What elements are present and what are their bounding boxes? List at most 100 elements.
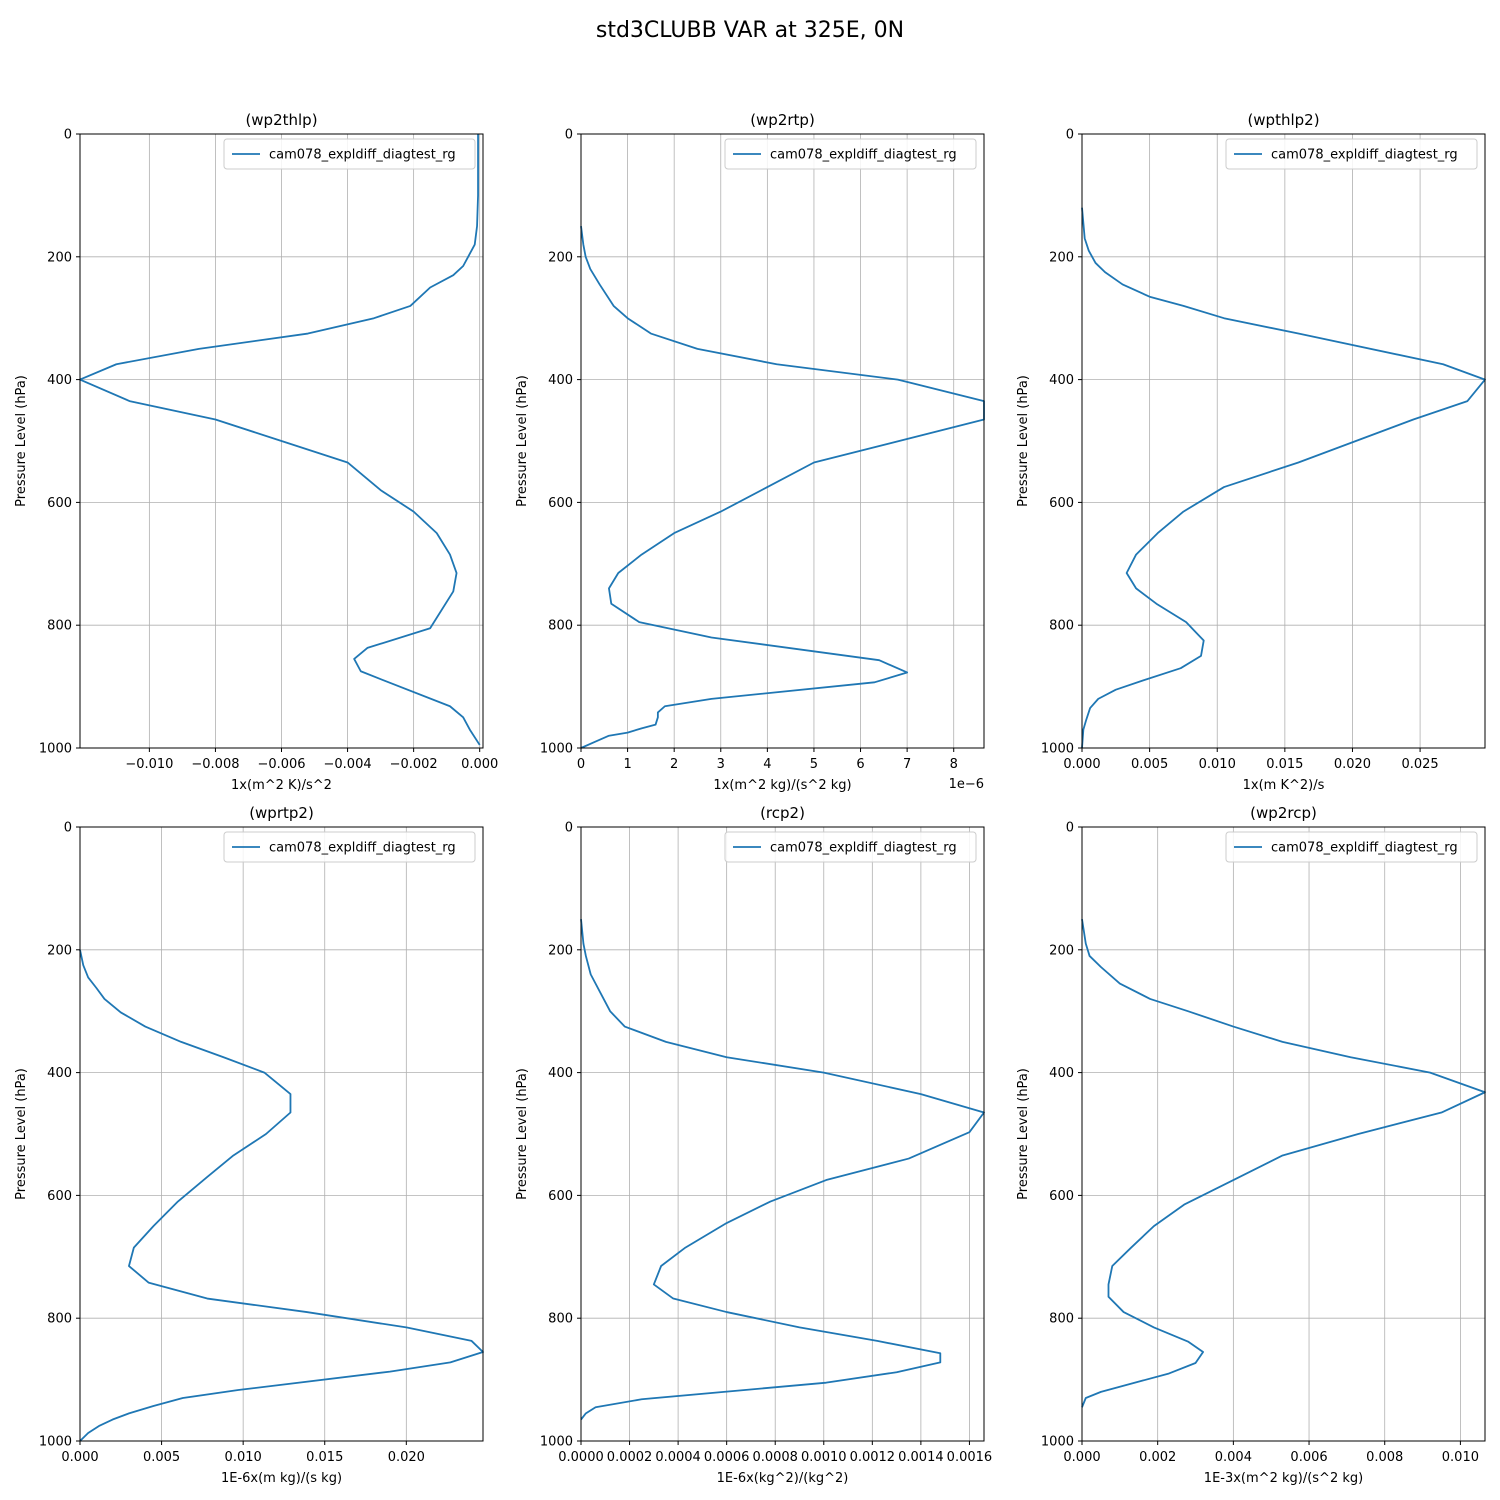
y-tick-label: 0 [64, 128, 72, 143]
series-line [1081, 207, 1486, 749]
y-tick-label: 0 [1066, 128, 1074, 143]
x-tick-label: 0.0008 [752, 1450, 798, 1465]
series-line [580, 225, 985, 749]
x-tick-label: 0.025 [1401, 757, 1438, 772]
x-axis: 0.000 0.005 0.010 0.015 0.020 0.025 [1063, 748, 1439, 772]
x-tick-label: 0.0000 [558, 1450, 604, 1465]
y-axis: 0 200 400 600 800 1000 [540, 128, 581, 757]
y-tick-label: 400 [1049, 373, 1074, 388]
x-axis-label: 1x(m^2 kg)/(s^2 kg) [713, 778, 851, 793]
series-line [79, 134, 481, 746]
y-tick-label: 200 [1049, 943, 1074, 958]
legend: cam078_expldiff_diagtest_rg [223, 138, 476, 170]
legend-box [1225, 138, 1478, 170]
plot-frame [1081, 826, 1486, 1442]
subplot-title: (wp2rtp) [750, 111, 815, 129]
x-tick-label: 0.006 [1290, 1450, 1327, 1465]
y-tick-label: 0 [64, 821, 72, 836]
y-tick-label: 600 [548, 496, 573, 511]
legend: cam078_expldiff_diagtest_rg [223, 831, 476, 863]
y-tick-label: 0 [1066, 821, 1074, 836]
legend-box [223, 138, 476, 170]
x-tick-label: 0.004 [1215, 1450, 1252, 1465]
plot-frame [1081, 133, 1486, 749]
x-tick-label: 6 [856, 757, 864, 772]
x-axis-label: 1x(m^2 K)/s^2 [231, 778, 332, 793]
legend-box [724, 831, 977, 863]
x-tick-label: 0.0012 [850, 1450, 896, 1465]
subplot-title: (rcp2) [760, 804, 805, 822]
y-axis: 0 200 400 600 800 1000 [39, 821, 80, 1450]
x-tick-label: 0.015 [1266, 757, 1303, 772]
legend: cam078_expldiff_diagtest_rg [724, 138, 977, 170]
y-axis: 0 200 400 600 800 1000 [1041, 821, 1082, 1450]
y-tick-label: 200 [47, 943, 72, 958]
y-axis-label: Pressure Level (hPa) [1016, 1068, 1031, 1200]
x-axis-label: 1x(m K^2)/s [1243, 778, 1325, 793]
y-tick-label: 0 [565, 821, 573, 836]
x-axis-label: 1E-3x(m^2 kg)/(s^2 kg) [1204, 1471, 1363, 1486]
y-tick-label: 1000 [1041, 1435, 1074, 1450]
x-tick-label: 0.000 [461, 757, 498, 772]
x-tick-label: 7 [903, 757, 911, 772]
panels: −0.010 −0.008 −0.006 −0.004 −0.002 0.00002004… [14, 111, 1486, 1486]
y-axis-label: Pressure Level (hPa) [515, 1068, 530, 1200]
subplot-1: −0.010 −0.008 −0.006 −0.004 −0.002 0.000 0 200 4… [14, 111, 498, 793]
x-axis-label: 1E-6x(kg^2)/(kg^2) [717, 1471, 849, 1486]
x-tick-label: 0.0016 [947, 1450, 993, 1465]
y-tick-label: 600 [548, 1189, 573, 1204]
y-tick-label: 0 [565, 128, 573, 143]
x-tick-label: 3 [717, 757, 725, 772]
x-tick-label: 0.005 [143, 1450, 180, 1465]
x-tick-label: −0.002 [390, 757, 438, 772]
y-tick-label: 600 [1049, 1189, 1074, 1204]
legend-label: cam078_expldiff_diagtest_rg [1271, 841, 1458, 856]
y-axis-label: Pressure Level (hPa) [14, 375, 29, 507]
series-line [79, 949, 484, 1442]
x-tick-label: 0.000 [1063, 1450, 1100, 1465]
x-axis: 0.000 0.002 0.004 0.006 0.008 0.010 [1063, 1441, 1479, 1465]
y-axis: 0 200 400 600 800 1000 [1041, 128, 1082, 757]
x-axis-label: 1E-6x(m kg)/(s kg) [221, 1471, 342, 1486]
y-axis: 0 200 400 600 800 1000 [39, 128, 80, 757]
x-axis: −0.010 −0.008 −0.006 −0.004 −0.002 0.000 [125, 748, 498, 772]
legend: cam078_expldiff_diagtest_rg [1225, 138, 1478, 170]
x-tick-label: 0.020 [1334, 757, 1371, 772]
y-tick-label: 800 [548, 1312, 573, 1327]
y-tick-label: 400 [1049, 1066, 1074, 1081]
y-tick-label: 200 [47, 250, 72, 265]
x-tick-label: 0.010 [1199, 757, 1236, 772]
y-axis-label: Pressure Level (hPa) [1016, 375, 1031, 507]
plot-frame [580, 133, 985, 749]
x-axis: 0.0000 0.0002 0.0004 0.0006 0.0008 0.0010 0.00… [558, 1441, 992, 1465]
x-tick-label: 1 [623, 757, 631, 772]
series-line [1081, 918, 1486, 1408]
x-tick-label: 0.000 [61, 1450, 98, 1465]
y-tick-label: 1000 [540, 742, 573, 757]
x-axis: 0.000 0.005 0.010 0.015 0.020 [61, 1441, 425, 1465]
x-tick-label: 0.008 [1366, 1450, 1403, 1465]
y-tick-label: 400 [47, 1066, 72, 1081]
y-tick-label: 200 [548, 250, 573, 265]
x-tick-label: 5 [810, 757, 818, 772]
y-tick-label: 1000 [540, 1435, 573, 1450]
y-tick-label: 800 [1049, 619, 1074, 634]
y-tick-label: 800 [47, 619, 72, 634]
y-tick-label: 1000 [39, 1435, 72, 1450]
subplot-6: 0.000 0.002 0.004 0.006 0.008 0.010 0 200 400 600… [1016, 804, 1486, 1486]
x-tick-label: 0.010 [1442, 1450, 1479, 1465]
x-axis: 0 1 2 3 4 5 6 7 8 [577, 748, 958, 772]
y-tick-label: 800 [47, 1312, 72, 1327]
subplot-3: 0.000 0.005 0.010 0.015 0.020 0.025 0 200 400 600… [1016, 111, 1486, 793]
plot-frame [79, 826, 484, 1442]
y-axis-label: Pressure Level (hPa) [515, 375, 530, 507]
x-tick-label: 0.000 [1063, 757, 1100, 772]
x-tick-label: −0.004 [324, 757, 372, 772]
y-tick-label: 400 [548, 373, 573, 388]
x-tick-label: 0.010 [225, 1450, 262, 1465]
subplot-title: (wp2rcp) [1250, 804, 1317, 822]
x-tick-label: 0 [577, 757, 585, 772]
legend-label: cam078_expldiff_diagtest_rg [269, 148, 456, 163]
series-line [580, 919, 985, 1421]
y-tick-label: 200 [548, 943, 573, 958]
